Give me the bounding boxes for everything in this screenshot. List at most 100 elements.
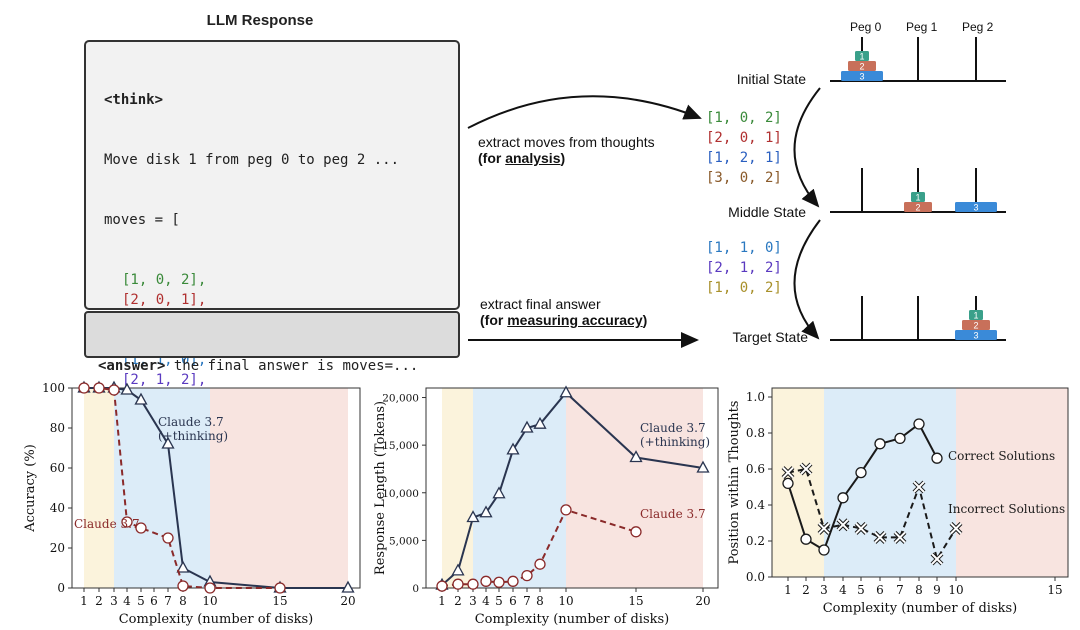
series-line-1 (441, 508, 637, 588)
moves-list-a: [1, 0, 2] [2, 0, 1] [1, 2, 1] [3, 0, 2] (706, 108, 782, 188)
target-state-label: Target State (732, 329, 809, 345)
moves-b-item-3: [1, 0, 2] (706, 280, 782, 296)
band-0 (84, 388, 114, 588)
disk-label-3-state-2: 3 (973, 331, 978, 341)
x-tick-label: 8 (536, 594, 544, 608)
x-tick-label: 15 (628, 594, 643, 608)
data-point-0-2 (466, 510, 480, 523)
measuring-accuracy-label: measuring accuracy (507, 312, 643, 328)
moves-b-item-2: [2, 1, 2] (706, 260, 782, 276)
extract-answer-note: extract final answer (for measuring accu… (480, 296, 647, 328)
middle-state-label: Middle State (728, 204, 806, 220)
disk-label-2-state-0: 2 (859, 62, 864, 72)
data-point-1-5 (507, 575, 519, 587)
data-point-1-7 (534, 558, 546, 570)
analysis-label: analysis (505, 150, 561, 166)
disk-1-state-0 (855, 51, 869, 61)
llm-move-2: [2, 0, 1], (122, 292, 207, 308)
series-label-1: Incorrect Solutions (948, 502, 1065, 516)
extract-moves-text: extract moves from thoughts (478, 134, 655, 150)
data-point-1-9 (630, 526, 642, 538)
x-axis-label: Complexity (number of disks) (475, 612, 670, 626)
disk-label-2-state-2: 2 (973, 321, 978, 331)
y-tick-label: 1.0 (746, 390, 765, 404)
y-tick-label: 100 (42, 381, 65, 395)
data-point-0-10 (696, 460, 710, 473)
data-point-0-5 (874, 438, 886, 450)
data-point-1-0 (436, 580, 448, 592)
paren-open: (for (478, 150, 506, 166)
x-tick-label: 2 (95, 594, 103, 608)
disk-2-state-2 (962, 320, 990, 330)
disk-label-1-state-1: 1 (915, 193, 920, 203)
data-point-1-7 (204, 582, 216, 594)
data-point-0-7 (533, 416, 547, 429)
data-point-0-5 (506, 442, 520, 455)
llm-move-6: [2, 1, 2], (122, 372, 207, 388)
x-tick-label: 4 (839, 583, 847, 597)
x-tick-label: 10 (558, 594, 573, 608)
series-label-0: Claude 3.7 (640, 421, 706, 435)
data-point-1-4 (135, 522, 147, 534)
x-tick-label: 15 (272, 594, 287, 608)
plot-frame (425, 387, 719, 589)
band-1 (824, 388, 956, 577)
think-open-tag: <think> (104, 92, 164, 108)
y-tick-label: 5,000 (389, 535, 419, 547)
data-point-0-1 (800, 533, 812, 545)
marker-inner (931, 553, 943, 565)
data-point-0-2 (818, 544, 830, 556)
answer-open-tag: <answer> (98, 358, 166, 374)
data-point-0-8 (559, 385, 573, 398)
marker-inner (782, 466, 794, 479)
y-axis-label: Position within Thoughts (727, 401, 742, 565)
band-1 (473, 388, 566, 588)
x-tick-label: 6 (876, 583, 884, 597)
paren-close: ) (560, 150, 566, 166)
paren-open: (for (480, 312, 508, 328)
marker-inner (874, 531, 886, 544)
data-point-0-4 (134, 392, 148, 405)
x-axis-label: Complexity (number of disks) (823, 601, 1018, 616)
plot-frame (771, 387, 1069, 578)
marker-inner (894, 531, 906, 544)
y-tick-label: 80 (50, 421, 65, 435)
series-label-0: Claude 3.7 (158, 415, 224, 429)
data-point-0-7 (913, 418, 925, 430)
band-1 (114, 388, 210, 588)
x-tick-label: 8 (179, 594, 187, 608)
band-0 (442, 388, 473, 588)
data-point-1-4 (493, 576, 505, 588)
data-point-1-6 (521, 569, 533, 582)
moves-open: moves = [ (104, 212, 180, 228)
data-point-1-0 (78, 382, 90, 394)
disk-3-state-1 (955, 202, 997, 212)
answer-text: the final answer is moves=... (165, 358, 419, 374)
peg-0-label: Peg 0 (850, 20, 882, 34)
data-point-1-3 (121, 516, 133, 528)
arrow-to-moves (467, 95, 702, 129)
x-tick-label: 4 (123, 594, 131, 608)
x-tick-label: 5 (857, 583, 865, 597)
x-tick-label: 1 (784, 583, 792, 597)
y-axis-label: Accuracy (%) (23, 444, 38, 533)
think-line-1: Move disk 1 from peg 0 to peg 2 ... (104, 152, 400, 168)
x-tick-label: 6 (150, 594, 158, 608)
moves-a-item-4: [3, 0, 2] (706, 170, 782, 186)
data-point-0-3 (479, 505, 493, 518)
peg-1-label: Peg 1 (906, 20, 938, 34)
data-point-1-6 (177, 580, 189, 592)
arrow-middle-target (793, 219, 821, 340)
series-label-1: Claude 3.7 (74, 517, 140, 531)
data-point-0-8 (931, 452, 943, 464)
moves-a-item-3: [1, 2, 1] (706, 150, 782, 166)
data-point-0-3 (120, 382, 134, 395)
band-2 (956, 388, 1068, 577)
x-tick-label: 3 (469, 594, 477, 608)
y-tick-label: 20,000 (382, 393, 419, 405)
x-tick-label: 7 (523, 594, 531, 608)
x-tick-label: 7 (896, 583, 904, 597)
marker-inner (950, 522, 962, 535)
x-tick-label: 1 (80, 594, 88, 608)
